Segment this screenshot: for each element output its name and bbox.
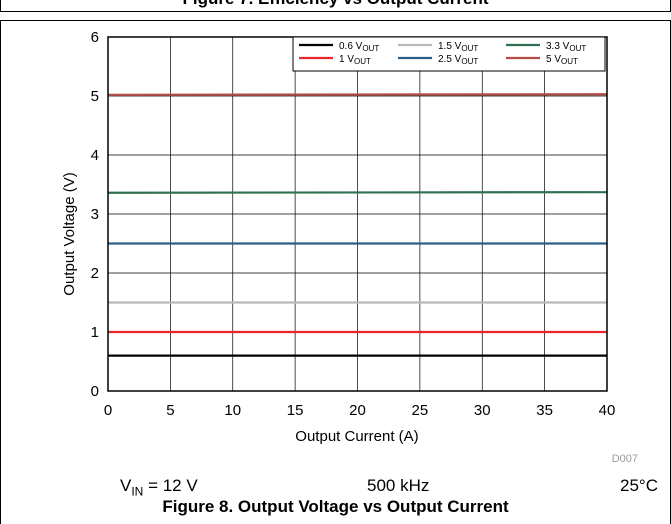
legend-label: 2.5 VOUT bbox=[438, 54, 478, 66]
x-tick-label: 25 bbox=[412, 402, 429, 419]
figure-frame: 0 5 10 15 20 25 30 35 40 0 1 2 3 4 5 6 Output Current … bbox=[0, 20, 671, 524]
y-axis-label: Output Voltage (V) bbox=[61, 172, 78, 295]
y-tick-label: 1 bbox=[91, 324, 99, 341]
previous-figure-caption: Figure 7. Efficiency vs Output Current bbox=[1, 0, 670, 9]
y-tick-labels: 0 1 2 3 4 5 6 bbox=[91, 29, 99, 400]
y-tick-label: 0 bbox=[91, 383, 99, 400]
legend-label: 5 VOUT bbox=[546, 54, 578, 66]
legend-label: 1.5 VOUT bbox=[438, 41, 478, 53]
legend-box bbox=[292, 36, 606, 72]
x-tick-labels: 0 5 10 15 20 25 30 35 40 bbox=[104, 402, 616, 419]
legend-label: 3.3 VOUT bbox=[546, 41, 586, 53]
series-line-6 bbox=[107, 93, 608, 96]
x-axis-label: Output Current (A) bbox=[295, 428, 418, 445]
x-tick-label: 30 bbox=[474, 402, 491, 419]
grid bbox=[107, 36, 608, 392]
x-tick-label: 20 bbox=[349, 402, 366, 419]
output-voltage-chart: 0 5 10 15 20 25 30 35 40 0 1 2 3 4 5 6 Output Current … bbox=[61, 29, 638, 465]
temperature-condition: 25°C bbox=[620, 476, 658, 495]
figure-id: D007 bbox=[612, 453, 638, 465]
x-tick-label: 40 bbox=[599, 402, 616, 419]
series-line-5 bbox=[107, 191, 608, 194]
switching-frequency-condition: 500 kHz bbox=[367, 476, 430, 495]
y-tick-label: 3 bbox=[91, 206, 99, 223]
figure-caption: Figure 8. Output Voltage vs Output Curre… bbox=[162, 497, 509, 516]
x-tick-label: 5 bbox=[166, 402, 174, 419]
legend-label: 1 VOUT bbox=[339, 54, 371, 66]
x-tick-label: 15 bbox=[287, 402, 304, 419]
x-tick-label: 10 bbox=[224, 402, 241, 419]
y-tick-label: 6 bbox=[91, 29, 99, 46]
y-tick-label: 5 bbox=[91, 88, 99, 105]
y-tick-label: 4 bbox=[91, 147, 99, 164]
x-tick-label: 35 bbox=[536, 402, 553, 419]
x-tick-label: 0 bbox=[104, 402, 112, 419]
legend-label: 0.6 VOUT bbox=[339, 41, 379, 53]
previous-figure-frame: Figure 7. Efficiency vs Output Current bbox=[0, 0, 671, 12]
input-voltage-condition: VIN = 12 V bbox=[120, 476, 198, 499]
series-lines bbox=[107, 93, 608, 357]
y-tick-label: 2 bbox=[91, 265, 99, 282]
